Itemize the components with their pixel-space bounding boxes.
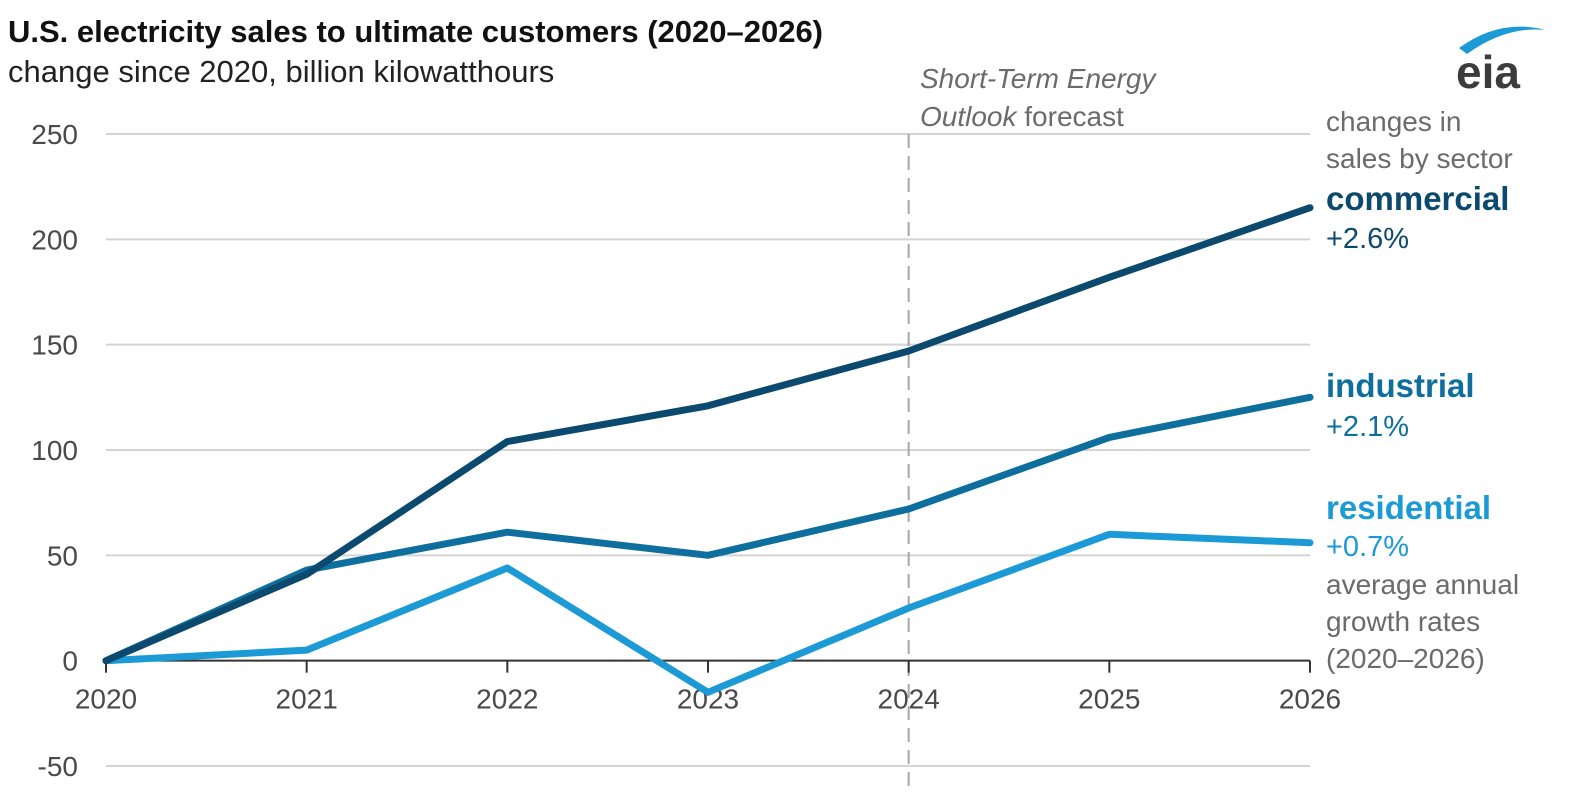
y-tick-label: 200 xyxy=(31,224,78,255)
forecast-label-line2: Outlook forecast xyxy=(920,101,1124,132)
legend-commercial-name: commercial xyxy=(1326,180,1509,217)
legend-header-line2: sales by sector xyxy=(1326,143,1513,174)
series-line-commercial xyxy=(102,204,1314,665)
legend-residential-name: residential xyxy=(1326,489,1491,526)
x-axis-ticks: 2020 2021 2022 2023 2024 2025 2026 xyxy=(75,660,1341,715)
x-tick-label: 2020 xyxy=(75,684,137,715)
legend-header-line1: changes in xyxy=(1326,106,1461,137)
legend-industrial-rate: +2.1% xyxy=(1326,411,1409,443)
legend-footer-line3: (2020–2026) xyxy=(1326,643,1485,674)
y-tick-label: 50 xyxy=(47,540,78,571)
legend-residential-rate: +0.7% xyxy=(1326,531,1409,563)
eia-logo: eia xyxy=(1456,26,1545,98)
legend-commercial-rate: +2.6% xyxy=(1326,223,1409,255)
series-line-residential xyxy=(102,530,1314,696)
y-tick-label: 100 xyxy=(31,435,78,466)
chart-title: U.S. electricity sales to ultimate custo… xyxy=(8,14,823,49)
legend-footer-line2: growth rates xyxy=(1326,606,1480,637)
y-tick-label: 150 xyxy=(31,330,78,361)
x-tick-label: 2024 xyxy=(878,684,940,715)
y-axis-ticks: 250 200 150 100 50 0 -50 xyxy=(31,119,78,782)
x-tick-label: 2025 xyxy=(1078,684,1140,715)
forecast-label-rest: forecast xyxy=(1017,101,1125,132)
y-tick-label: -50 xyxy=(38,751,78,782)
series-line-industrial xyxy=(102,393,1314,665)
forecast-label-italic: Outlook xyxy=(920,101,1018,132)
logo-swoosh xyxy=(1459,26,1545,54)
forecast-label-line1: Short-Term Energy xyxy=(920,63,1157,94)
chart-subtitle: change since 2020, billion kilowatthours xyxy=(8,54,554,89)
legend-industrial-name: industrial xyxy=(1326,367,1475,404)
legend-footer-line1: average annual xyxy=(1326,569,1519,600)
x-tick-label: 2026 xyxy=(1279,684,1341,715)
series-lines xyxy=(102,204,1314,696)
logo-text: eia xyxy=(1456,46,1520,98)
gridlines xyxy=(106,133,1310,767)
x-tick-label: 2022 xyxy=(476,684,538,715)
x-tick-label: 2021 xyxy=(276,684,338,715)
y-tick-label: 250 xyxy=(31,119,78,150)
y-tick-label: 0 xyxy=(62,646,78,677)
